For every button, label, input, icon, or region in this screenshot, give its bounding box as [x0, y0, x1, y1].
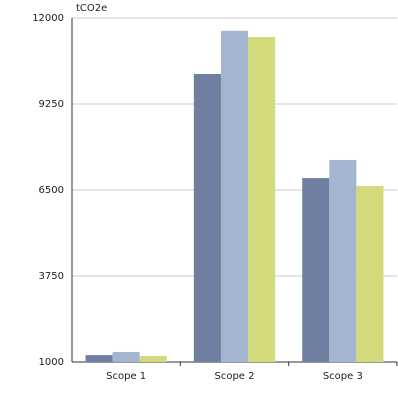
bar [139, 356, 167, 362]
y-tick-label: 9250 [39, 99, 64, 110]
y-tick-label: 6500 [39, 185, 64, 196]
y-tick-label: 12000 [32, 13, 64, 24]
y-tick-label: 3750 [39, 271, 64, 282]
x-tick-label: Scope 1 [106, 371, 146, 382]
bar [112, 351, 140, 362]
bar [85, 355, 113, 362]
x-tick-label: Scope 2 [214, 371, 254, 382]
bar [356, 185, 384, 362]
bar [220, 30, 249, 363]
x-tick-label: Scope 3 [323, 371, 363, 382]
bar [329, 159, 357, 362]
y-tick-label: 1000 [39, 357, 64, 368]
bar [193, 73, 221, 362]
bar [248, 37, 276, 363]
bar [302, 178, 330, 362]
y-axis-label: tCO2e [76, 3, 107, 14]
